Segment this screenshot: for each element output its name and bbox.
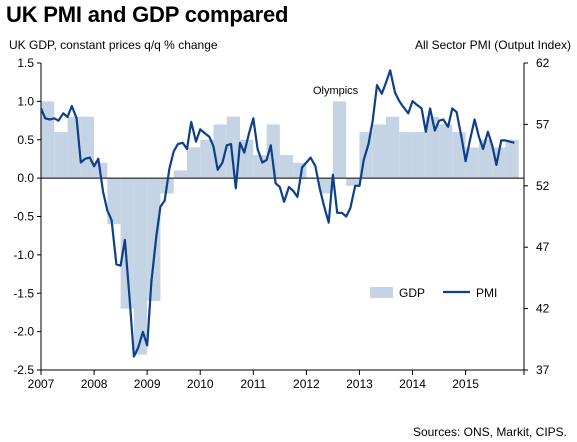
right-tick-label: 62 [536, 56, 550, 70]
gdp-bar [465, 147, 479, 179]
gdp-bar [319, 178, 333, 194]
source-note: Sources: ONS, Markit, CIPS. [412, 425, 567, 439]
left-axis-label: UK GDP, constant prices q/q % change [9, 38, 218, 52]
gdp-bar [425, 116, 440, 179]
x-tick-label: 2009 [134, 377, 161, 391]
right-axis-label: All Sector PMI (Output Index) [414, 38, 571, 52]
right-tick-label: 42 [536, 302, 550, 316]
gdp-bar [399, 132, 413, 179]
left-tick-label: -1.5 [13, 286, 34, 300]
x-tick-label: 2012 [293, 377, 320, 391]
pmi-line [39, 69, 515, 358]
left-tick-label: -0.5 [13, 210, 34, 224]
olympics-annotation: Olympics [313, 85, 359, 97]
x-tick-label: 2007 [28, 377, 55, 391]
chart-title: UK PMI and GDP compared [6, 2, 289, 27]
x-tick-label: 2010 [187, 377, 214, 391]
legend-pmi-label: PMI [476, 286, 497, 300]
left-tick-label: -2.0 [13, 325, 34, 339]
left-tick-label: 0.5 [17, 133, 34, 147]
left-tick-label: 1.5 [17, 56, 34, 70]
legend-gdp-label: GDP [399, 286, 425, 300]
gdp-bar [107, 178, 121, 225]
right-tick-label: 57 [536, 117, 550, 131]
gdp-bar [186, 147, 201, 179]
x-tick-label: 2011 [240, 377, 266, 391]
x-tick-label: 2008 [81, 377, 108, 391]
gdp-bar [147, 178, 161, 301]
gdp-bar [133, 178, 148, 355]
gdp-bar [505, 139, 519, 179]
left-tick-label: 1.0 [17, 94, 34, 108]
gdp-bar [173, 170, 187, 179]
x-tick-label: 2014 [399, 377, 426, 391]
gdp-bar [412, 132, 426, 179]
gdp-bar [266, 124, 280, 179]
right-tick-label: 52 [536, 179, 550, 193]
right-tick-label: 37 [536, 363, 550, 377]
gdp-bar [439, 124, 453, 179]
gdp-bar [200, 139, 214, 179]
left-tick-label: 0.0 [17, 171, 34, 185]
gdp-bar [54, 132, 68, 179]
gdp-bar [279, 155, 294, 179]
x-tick-label: 2013 [346, 377, 373, 391]
x-tick-label: 2015 [452, 377, 479, 391]
gdp-bar [226, 116, 241, 179]
right-tick-label: 47 [536, 240, 550, 254]
gdp-bar [120, 178, 134, 309]
gdp-bar [332, 101, 347, 179]
gdp-bar [346, 178, 360, 186]
left-tick-label: -2.5 [13, 363, 34, 377]
gdp-bar [492, 147, 506, 179]
left-tick-label: -1.0 [13, 248, 34, 262]
gdp-bar [80, 116, 95, 179]
gdp-bar [41, 101, 55, 179]
legend-gdp-swatch [370, 287, 393, 298]
gdp-bar [386, 116, 400, 179]
gdp-bar [372, 124, 386, 179]
